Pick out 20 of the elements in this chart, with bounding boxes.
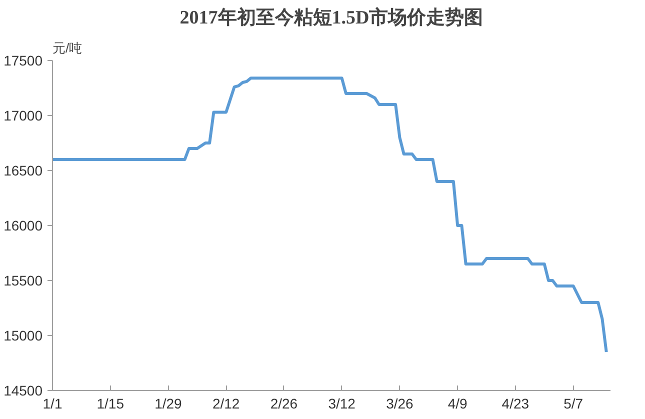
x-tick-label: 4/9 [448,396,468,412]
y-tick-label: 15500 [4,272,43,288]
chart-title: 2017年初至今粘短1.5D市场价走势图 [180,6,484,28]
x-tick-label: 2/12 [212,396,240,412]
x-tick-label: 3/12 [328,396,356,412]
x-tick-label: 1/15 [96,396,124,412]
x-tick-label: 1/1 [42,396,62,412]
y-tick-label: 14500 [4,382,43,398]
x-tick-label: 3/26 [386,396,414,412]
x-tick-label: 1/29 [154,396,182,412]
y-tick-label: 17500 [4,52,43,68]
x-tick-label: 2/26 [270,396,298,412]
x-tick-label: 5/7 [564,396,584,412]
line-series [52,76,608,354]
y-tick-label: 17000 [4,108,43,124]
x-tick-label: 4/23 [502,396,530,412]
y-tick-label: 15000 [4,328,43,344]
y-tick-label: 16500 [4,162,43,178]
y-axis-title: 元/吨 [52,40,82,56]
y-tick-label: 16000 [4,218,43,234]
